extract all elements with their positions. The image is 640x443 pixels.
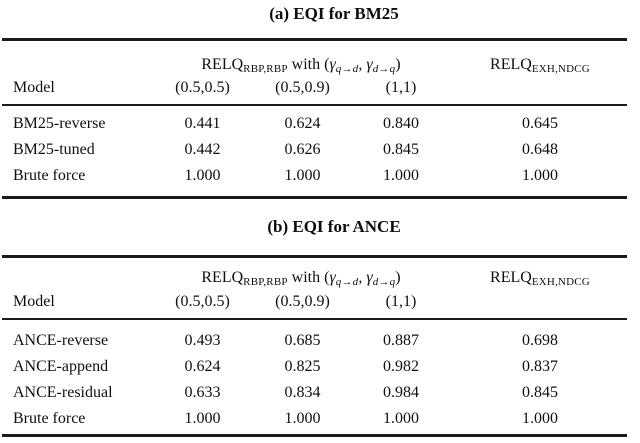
table-b-header-formula-row: RELQRBP,RBP with (γq→d, γd→q) RELQEXH,ND… [0, 265, 628, 295]
value-cell: 0.845 [383, 141, 419, 158]
value-cell: 1.000 [184, 410, 221, 427]
table-b-relq-exh-header: RELQEXH,NDCG [452, 265, 628, 295]
gamma-setting-header: (0.5,0.9) [275, 79, 330, 96]
gamma2-symbol: γ [366, 269, 373, 286]
gamma1-subscript: q→d [335, 63, 359, 75]
table-row: BM25-tuned 0.442 0.626 0.845 0.648 [0, 137, 628, 163]
value-cell: 0.887 [383, 332, 419, 349]
table-a-relq-exh-header: RELQEXH,NDCG [452, 52, 628, 82]
table-row: Brute force 1.000 1.000 1.000 1.000 [0, 406, 628, 432]
gamma1-symbol: γ [329, 56, 336, 73]
model-cell: ANCE-residual [13, 384, 113, 401]
with-text: with ( [287, 269, 330, 286]
comma-separator: , [358, 269, 367, 286]
model-column-header: Model [13, 79, 55, 96]
model-cell: Brute force [13, 410, 86, 427]
gamma1-symbol: γ [329, 269, 336, 286]
table-row: BM25-reverse 0.441 0.624 0.840 0.645 [0, 111, 628, 137]
relq-base: RELQ [490, 56, 532, 73]
value-cell: 0.834 [284, 384, 321, 401]
table-a-header-settings-row: Model (0.5,0.5) (0.5,0.9) (1,1) [0, 76, 628, 100]
value-cell: 1.000 [383, 410, 419, 427]
value-cell: 1.000 [184, 167, 221, 184]
table-a-caption: (a) EQI for BM25 [269, 4, 399, 23]
table-a-bottomrule [2, 196, 627, 199]
gamma2-subscript: d→q [372, 276, 396, 288]
gamma-setting-header: (1,1) [385, 79, 417, 96]
relq-subscript: RBP,RBP [243, 63, 288, 75]
value-cell: 0.845 [522, 384, 558, 401]
gamma2-subscript: d→q [372, 63, 396, 75]
value-cell: 0.493 [184, 332, 221, 349]
value-cell: 0.633 [184, 384, 221, 401]
table-b-header-settings-row: Model (0.5,0.5) (0.5,0.9) (1,1) [0, 290, 628, 314]
table-row: ANCE-append 0.624 0.825 0.982 0.837 [0, 354, 628, 380]
value-cell: 0.685 [284, 332, 321, 349]
table-row: ANCE-reverse 0.493 0.685 0.887 0.698 [0, 328, 628, 354]
gamma2-symbol: γ [366, 56, 373, 73]
value-cell: 0.441 [184, 115, 221, 132]
gamma-setting-header: (1,1) [385, 293, 417, 310]
table-b-relq-rbp-header: RELQRBP,RBP with (γq→d, γd→q) [150, 265, 452, 295]
value-cell: 0.626 [284, 141, 321, 158]
value-cell: 0.648 [522, 141, 558, 158]
with-text: with ( [287, 56, 330, 73]
model-column-header: Model [13, 293, 55, 310]
value-cell: 0.837 [522, 358, 558, 375]
relq-base: RELQ [201, 56, 244, 73]
value-cell: 0.442 [184, 141, 221, 158]
table-a-relq-rbp-header: RELQRBP,RBP with (γq→d, γd→q) [150, 52, 452, 82]
model-cell: BM25-reverse [13, 115, 106, 132]
table-a-header-formula-row: RELQRBP,RBP with (γq→d, γd→q) RELQEXH,ND… [0, 52, 628, 82]
close-paren: ) [395, 269, 401, 286]
value-cell: 1.000 [522, 167, 558, 184]
value-cell: 1.000 [383, 167, 419, 184]
value-cell: 0.825 [284, 358, 321, 375]
relq-subscript: RBP,RBP [243, 276, 288, 288]
model-cell: BM25-tuned [13, 141, 95, 158]
value-cell: 0.982 [383, 358, 419, 375]
relq-subscript: EXH,NDCG [531, 276, 590, 288]
model-cell: ANCE-reverse [13, 332, 109, 349]
table-b-midrule [2, 318, 627, 320]
table-b-toprule [2, 255, 627, 258]
table-a-midrule [2, 104, 627, 106]
table-b-bottomrule [2, 434, 627, 437]
gamma-setting-header: (0.5,0.5) [175, 79, 230, 96]
relq-base: RELQ [490, 269, 532, 286]
relq-subscript: EXH,NDCG [531, 63, 590, 75]
value-cell: 0.624 [184, 358, 221, 375]
table-a-toprule [2, 38, 627, 41]
comma-separator: , [358, 56, 367, 73]
model-cell: Brute force [13, 167, 86, 184]
table-row: Brute force 1.000 1.000 1.000 1.000 [0, 163, 628, 189]
value-cell: 1.000 [522, 410, 558, 427]
relq-base: RELQ [201, 269, 244, 286]
model-cell: ANCE-append [13, 358, 109, 375]
gamma-setting-header: (0.5,0.5) [175, 293, 230, 310]
value-cell: 0.698 [522, 332, 558, 349]
table-b-caption: (b) EQI for ANCE [267, 217, 401, 236]
gamma-setting-header: (0.5,0.9) [275, 293, 330, 310]
value-cell: 0.624 [284, 115, 321, 132]
value-cell: 1.000 [284, 167, 321, 184]
table-row: ANCE-residual 0.633 0.834 0.984 0.845 [0, 380, 628, 406]
close-paren: ) [395, 56, 401, 73]
value-cell: 0.840 [383, 115, 419, 132]
value-cell: 0.645 [522, 115, 558, 132]
value-cell: 1.000 [284, 410, 321, 427]
value-cell: 0.984 [383, 384, 419, 401]
gamma1-subscript: q→d [335, 276, 359, 288]
